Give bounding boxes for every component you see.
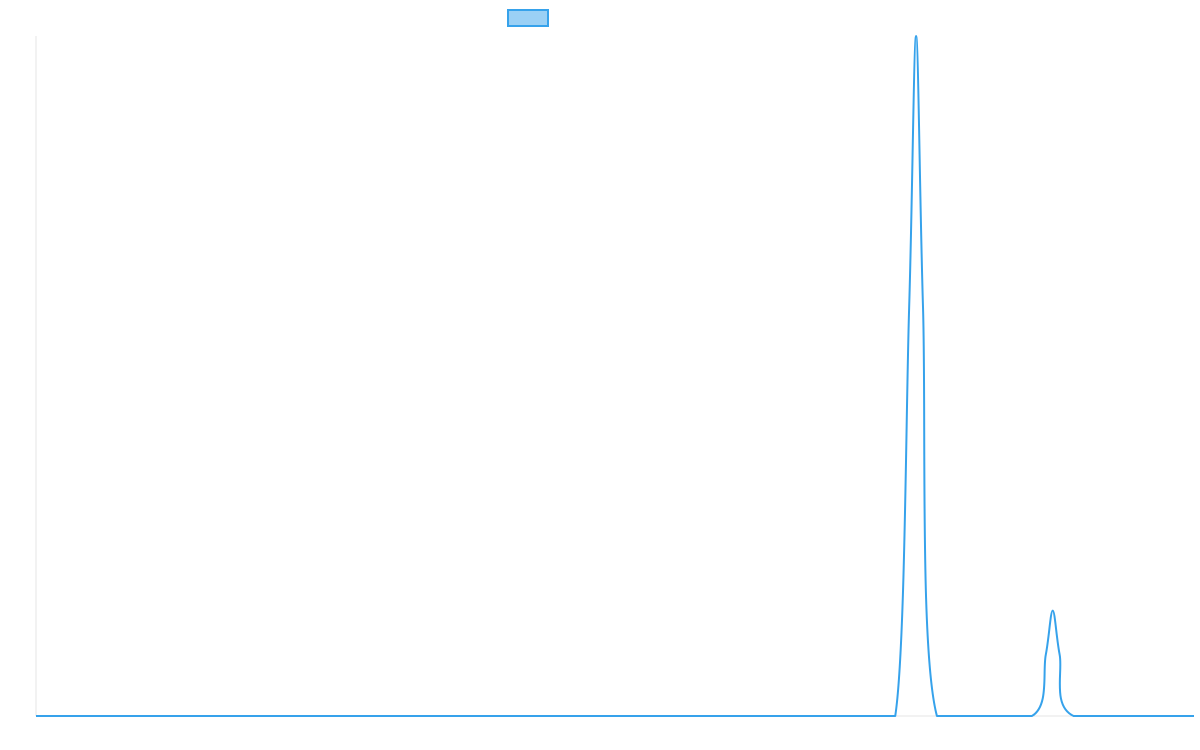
data-point[interactable]: [380, 713, 386, 719]
data-point[interactable]: [1043, 652, 1049, 658]
data-point[interactable]: [844, 713, 850, 719]
series-line-0: [36, 35, 1194, 718]
data-point[interactable]: [1071, 713, 1077, 719]
data-point[interactable]: [934, 713, 940, 719]
data-point[interactable]: [906, 305, 912, 311]
data-point[interactable]: [920, 305, 926, 311]
legend[interactable]: [507, 9, 549, 27]
legend-swatch[interactable]: [507, 9, 549, 27]
data-point[interactable]: [1057, 652, 1063, 658]
data-point[interactable]: [149, 713, 155, 719]
data-point[interactable]: [728, 713, 734, 719]
data-point[interactable]: [1050, 608, 1056, 614]
data-point[interactable]: [913, 33, 919, 39]
data-point[interactable]: [33, 713, 39, 719]
data-point[interactable]: [1191, 713, 1197, 719]
data-point[interactable]: [612, 713, 618, 719]
data-point[interactable]: [496, 713, 502, 719]
series-layer: [33, 33, 1197, 719]
data-point[interactable]: [265, 713, 271, 719]
data-point[interactable]: [892, 713, 898, 719]
data-point[interactable]: [1029, 713, 1035, 719]
